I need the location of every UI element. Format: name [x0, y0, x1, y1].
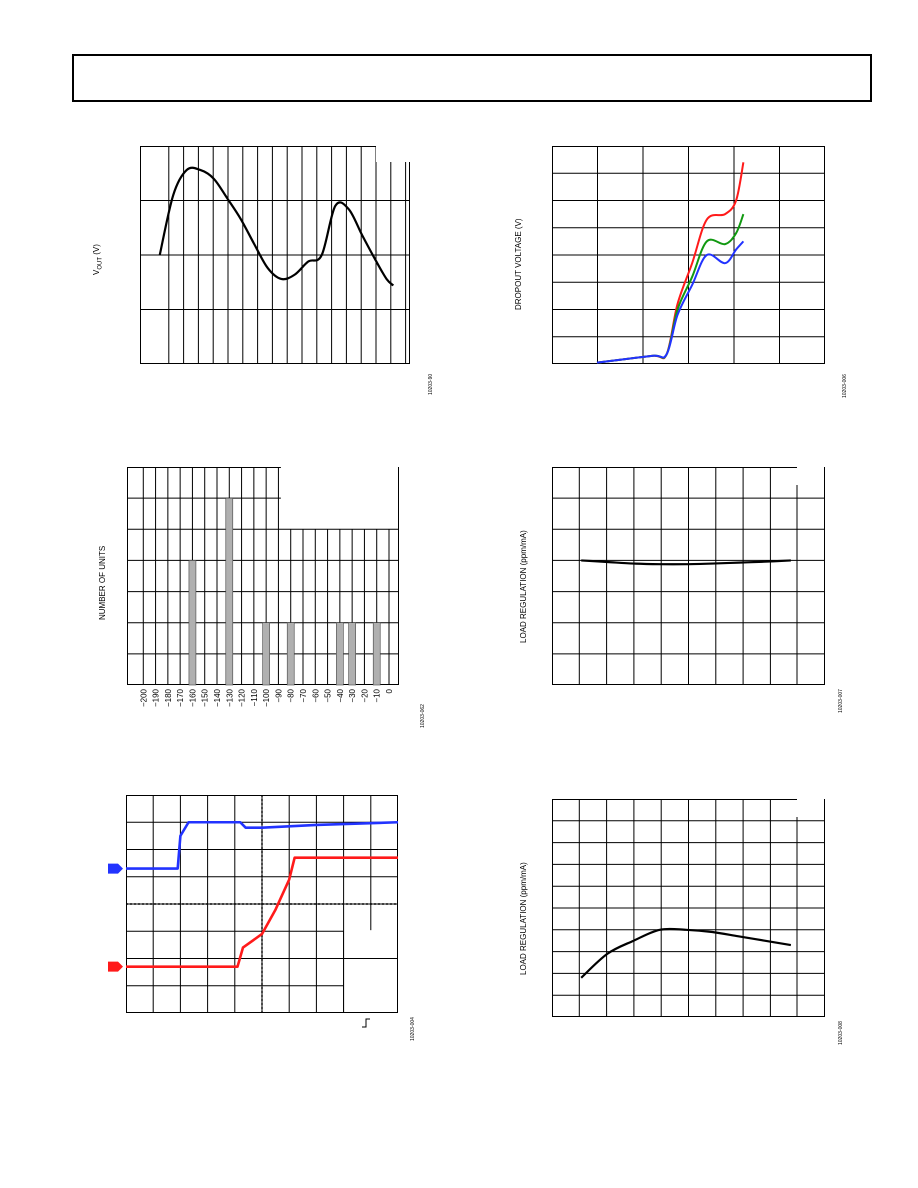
hist-x-tick-label: −50 — [324, 688, 333, 702]
histogram-chart: −200 −190 −180 −170 −160 −150 −140 −130 −120 −110… — [127, 467, 399, 707]
load-regulation-2-ylabel: LOAD REGULATION (ppm/mA) — [519, 862, 528, 975]
hist-bar — [286, 622, 295, 686]
trans-trigger-icon — [362, 1018, 370, 1028]
hist-x-tick-label: −60 — [311, 688, 320, 702]
dropout-ylabel: DROPOUT VOLTAGE (V) — [514, 218, 523, 310]
dropout-series-blue — [596, 240, 745, 364]
hist-x-tick-label: −20 — [360, 688, 369, 702]
lr1-series-line — [581, 559, 791, 566]
histogram-ylabel: NUMBER OF UNITS — [98, 545, 107, 620]
hist-bar — [336, 622, 344, 686]
trans-corner-mask — [343, 930, 397, 1012]
hist-bar — [372, 622, 381, 686]
hist-x-tick-label: −40 — [336, 688, 345, 702]
trans-series-red — [126, 856, 398, 968]
hist-x-tick-label: −160 — [188, 688, 197, 707]
vout-figure-id: 10203-90 — [428, 373, 434, 395]
load-regulation-1-figure-id: 10203-007 — [838, 689, 844, 713]
lr2-series-line — [580, 927, 792, 979]
hist-x-tick-label: 0 — [385, 688, 394, 693]
trans-channel-marker-blue — [108, 863, 123, 874]
hist-x-tick-label: −170 — [176, 688, 185, 707]
hist-x-tick-label: −140 — [213, 688, 222, 707]
hist-x-tick-label: −30 — [348, 688, 357, 702]
transient-scope-chart — [108, 795, 399, 1028]
hist-x-tick-label: −70 — [299, 688, 308, 702]
transient-figure-id: 10203-004 — [410, 1017, 416, 1041]
hist-bar — [225, 497, 234, 686]
hist-x-tick-label: −200 — [139, 688, 148, 707]
trans-series-blue — [126, 820, 399, 870]
hist-x-tick-label: −190 — [152, 688, 161, 707]
trans-channel-marker-red — [108, 961, 123, 972]
hist-bar — [348, 622, 356, 686]
load-regulation-1-ylabel: LOAD REGULATION (ppm/mA) — [519, 530, 528, 643]
vout-series-line — [158, 166, 395, 287]
hist-x-tick-label: −110 — [250, 688, 259, 706]
hist-bar — [188, 560, 197, 686]
hist-x-tick-label: −90 — [274, 688, 283, 702]
hist-x-tick-label: −130 — [225, 688, 234, 707]
hist-x-tick-label: −150 — [201, 688, 210, 707]
hist-bar — [262, 622, 270, 686]
load-regulation-chart-1 — [552, 467, 825, 685]
hist-x-tick-label: −10 — [373, 688, 382, 702]
load-regulation-2-figure-id: 10203-008 — [838, 1021, 844, 1045]
load-regulation-chart-2 — [552, 799, 825, 1017]
vout-corner-mask — [376, 146, 410, 162]
vout-chart — [140, 146, 410, 364]
lr1-right-mask — [797, 467, 824, 684]
dropout-chart — [552, 146, 825, 364]
hist-x-tick-label: −100 — [262, 688, 271, 707]
hist-x-tick-label: −80 — [287, 688, 296, 702]
vout-ylabel: VOUT (V) — [92, 244, 104, 275]
hist-x-tick-label: −180 — [164, 688, 173, 707]
histogram-figure-id: 10203-062 — [420, 704, 426, 728]
page-header-box — [72, 54, 872, 102]
hist-x-tick-label: −120 — [238, 688, 247, 707]
dropout-figure-id: 10203-006 — [842, 374, 848, 398]
